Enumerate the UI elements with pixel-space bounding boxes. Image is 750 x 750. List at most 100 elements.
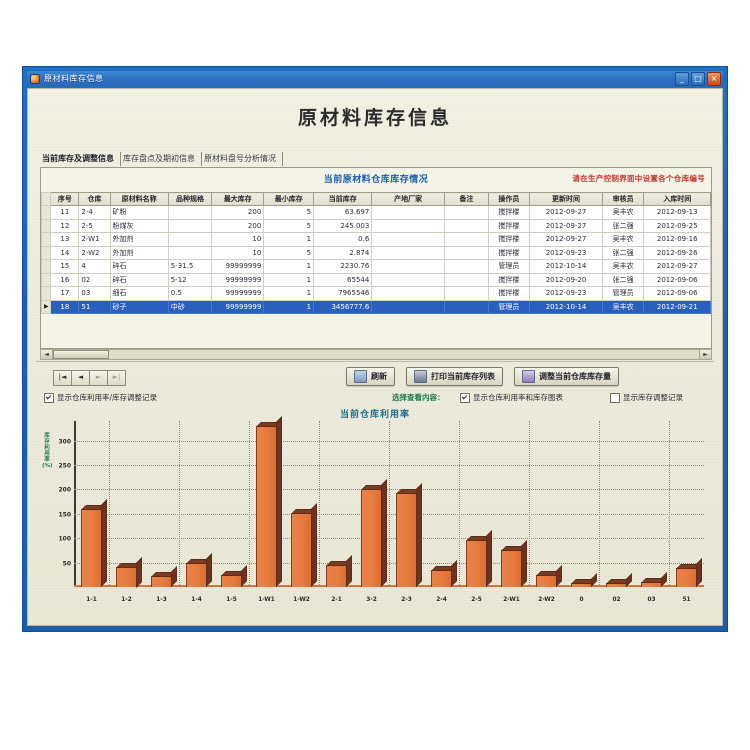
chart-bar[interactable] bbox=[535, 564, 563, 587]
col-seq[interactable]: 序号 bbox=[50, 192, 80, 206]
chart-bar-side bbox=[451, 559, 458, 587]
scroll-right-icon[interactable]: ► bbox=[699, 350, 711, 359]
chart-x-tick: 1-4 bbox=[191, 597, 202, 603]
table-body: 11 2-4 矿粉 200 5 63.697 搅拌楼 2012-09-27 吴丰… bbox=[40, 205, 711, 314]
checkbox-icon[interactable] bbox=[460, 392, 470, 403]
chart-bar[interactable] bbox=[255, 415, 283, 587]
tab-current-stock[interactable]: 当前库存及调整信息 bbox=[40, 152, 121, 166]
printer-icon bbox=[414, 370, 427, 383]
minimize-button[interactable]: _ bbox=[675, 72, 689, 86]
cell-current-stock: 63.697 bbox=[313, 205, 373, 220]
scrollbar-thumb[interactable] bbox=[53, 350, 109, 359]
table-row[interactable]: 14 2-W2 外加剂 10 5 2.874 搅拌楼 2012-09-23 张二… bbox=[40, 245, 711, 260]
chart-bar[interactable] bbox=[185, 552, 213, 587]
tab-stocktaking[interactable]: 库存盘点及期初信息 bbox=[121, 152, 202, 166]
cell-material-name: 外加剂 bbox=[109, 232, 169, 247]
cell-current-stock: 245.003 bbox=[313, 219, 373, 233]
cell-seq: 14 bbox=[50, 246, 80, 260]
chart-bar[interactable] bbox=[360, 479, 388, 587]
checkbox-show-chart[interactable]: 显示仓库利用率和库存图表 bbox=[460, 392, 563, 403]
cell-remark bbox=[444, 286, 489, 301]
chart-bar[interactable] bbox=[605, 573, 633, 587]
chart-bar[interactable] bbox=[500, 540, 528, 587]
adjust-stock-button[interactable]: 调整当前仓库库存量 bbox=[514, 367, 619, 386]
row-marker bbox=[40, 232, 52, 247]
chart-ylabel: 库存利用率(%) bbox=[42, 433, 53, 469]
cell-seq: 15 bbox=[50, 259, 80, 274]
chart-x-tick-labels: 1-1 1-2 1-3 1-4 1-5 1-W1 1-W2 2-1 3-2 2-3 2-4 2-5 2-… bbox=[74, 597, 704, 603]
checkbox-show-usage[interactable]: 显示仓库利用率/库存调整记录 bbox=[44, 392, 157, 403]
nav-last-button[interactable]: ►| bbox=[107, 370, 126, 386]
row-marker bbox=[40, 259, 52, 274]
cell-warehouse: 51 bbox=[78, 300, 111, 314]
nav-first-button[interactable]: |◄ bbox=[53, 370, 72, 386]
grid-horizontal-scrollbar[interactable]: ◄ ► bbox=[40, 349, 712, 360]
scroll-left-icon[interactable]: ◄ bbox=[41, 350, 53, 359]
col-current-stock[interactable]: 当前库存 bbox=[313, 192, 373, 206]
checkbox-icon[interactable] bbox=[44, 392, 54, 403]
chart-bar[interactable] bbox=[115, 556, 143, 587]
command-bar: 刷新 打印当前库存列表 调整当前仓库库存量 bbox=[346, 367, 619, 386]
cell-updated: 2012-09-27 bbox=[529, 219, 603, 233]
chart-bar[interactable] bbox=[220, 564, 248, 587]
cell-warehouse: 2-5 bbox=[78, 219, 111, 233]
col-origin[interactable]: 产地厂家 bbox=[371, 192, 446, 206]
refresh-button[interactable]: 刷新 bbox=[346, 367, 395, 386]
col-max-stock[interactable]: 最大库存 bbox=[211, 192, 265, 206]
col-updated[interactable]: 更新时间 bbox=[529, 192, 603, 206]
nav-next-button[interactable]: ► bbox=[89, 370, 108, 386]
chart-bar[interactable] bbox=[465, 529, 493, 587]
col-instock[interactable]: 入库时间 bbox=[643, 192, 711, 206]
cell-spec bbox=[167, 232, 213, 247]
col-min-stock[interactable]: 最小库存 bbox=[263, 192, 315, 206]
table-row[interactable]: 11 2-4 矿粉 200 5 63.697 搅拌楼 2012-09-27 吴丰… bbox=[40, 205, 711, 220]
col-remark[interactable]: 备注 bbox=[444, 192, 489, 206]
chart-bar[interactable] bbox=[675, 558, 703, 587]
close-button[interactable]: × bbox=[707, 72, 721, 86]
chart-x-tick: 2-3 bbox=[401, 597, 412, 603]
checkbox-show-adjust-records[interactable]: 显示库存调整记录 bbox=[610, 392, 683, 403]
chart-bar[interactable] bbox=[325, 555, 353, 587]
col-warehouse[interactable]: 仓库 bbox=[78, 192, 111, 206]
print-stock-list-button[interactable]: 打印当前库存列表 bbox=[406, 367, 503, 386]
col-auditor[interactable]: 审核员 bbox=[601, 192, 645, 206]
chart-bar-side bbox=[241, 564, 248, 587]
chart-bar-cell bbox=[319, 421, 354, 587]
col-spec[interactable]: 品种规格 bbox=[167, 192, 213, 206]
chart-bar[interactable] bbox=[430, 559, 458, 587]
checkbox-icon[interactable] bbox=[610, 392, 620, 403]
cell-material-name: 矿粉 bbox=[109, 205, 169, 220]
app-icon bbox=[30, 73, 40, 84]
maximize-button[interactable]: □ bbox=[691, 72, 705, 86]
chart-vertical-gridline bbox=[669, 421, 670, 587]
cell-min-stock: 5 bbox=[263, 246, 315, 260]
cell-spec bbox=[167, 205, 213, 220]
chart-bar[interactable] bbox=[80, 498, 108, 587]
cell-auditor: 张二强 bbox=[601, 246, 645, 260]
table-row[interactable]: 13 2-W1 外加剂 10 1 0.6 搅拌楼 2012-09-27 吴丰农 … bbox=[40, 232, 711, 247]
chart-bar[interactable] bbox=[640, 572, 668, 587]
nav-prev-button[interactable]: ◄ bbox=[71, 370, 90, 386]
table-row[interactable]: 16 02 碎石 5-12 99999999 1 65544 搅拌楼 2012-… bbox=[40, 272, 711, 287]
cell-material-name: 粉煤灰 bbox=[109, 219, 169, 233]
col-operator[interactable]: 操作员 bbox=[487, 192, 531, 206]
table-row[interactable]: 12 2-5 粉煤灰 200 5 245.003 搅拌楼 2012-09-27 … bbox=[40, 218, 711, 233]
chart-bar[interactable] bbox=[150, 566, 178, 587]
tab-lot-analysis[interactable]: 原材料盘号分析情况 bbox=[202, 152, 283, 166]
table-row-selected[interactable]: ▶ 18 51 砂子 中砂 99999999 1 3456777.6 管理员 2… bbox=[40, 299, 711, 314]
chart-bar-cell bbox=[284, 421, 319, 587]
table-row[interactable]: 17 03 细石 0.5 99999999 1 7965546 搅拌楼 2012… bbox=[40, 286, 711, 301]
cell-remark bbox=[444, 219, 489, 233]
cell-warehouse: 02 bbox=[78, 273, 111, 287]
col-material-name[interactable]: 原材料名称 bbox=[109, 192, 169, 206]
chart-bar[interactable] bbox=[395, 483, 423, 587]
cell-min-stock: 1 bbox=[263, 273, 315, 287]
table-row[interactable]: 15 4 碎石 5-31.5 99999999 1 2230.76 管理员 20… bbox=[40, 259, 711, 274]
chart-vertical-gridline bbox=[529, 421, 530, 587]
chart-bar[interactable] bbox=[290, 502, 318, 587]
chart-bar[interactable] bbox=[570, 573, 598, 587]
window-titlebar[interactable]: 原材料库存信息 _ □ × bbox=[27, 71, 723, 86]
cell-warehouse: 03 bbox=[78, 286, 111, 301]
cell-instock: 2012-09-06 bbox=[643, 286, 711, 301]
grid-caption: 当前原材料仓库库存情况 bbox=[323, 175, 429, 185]
